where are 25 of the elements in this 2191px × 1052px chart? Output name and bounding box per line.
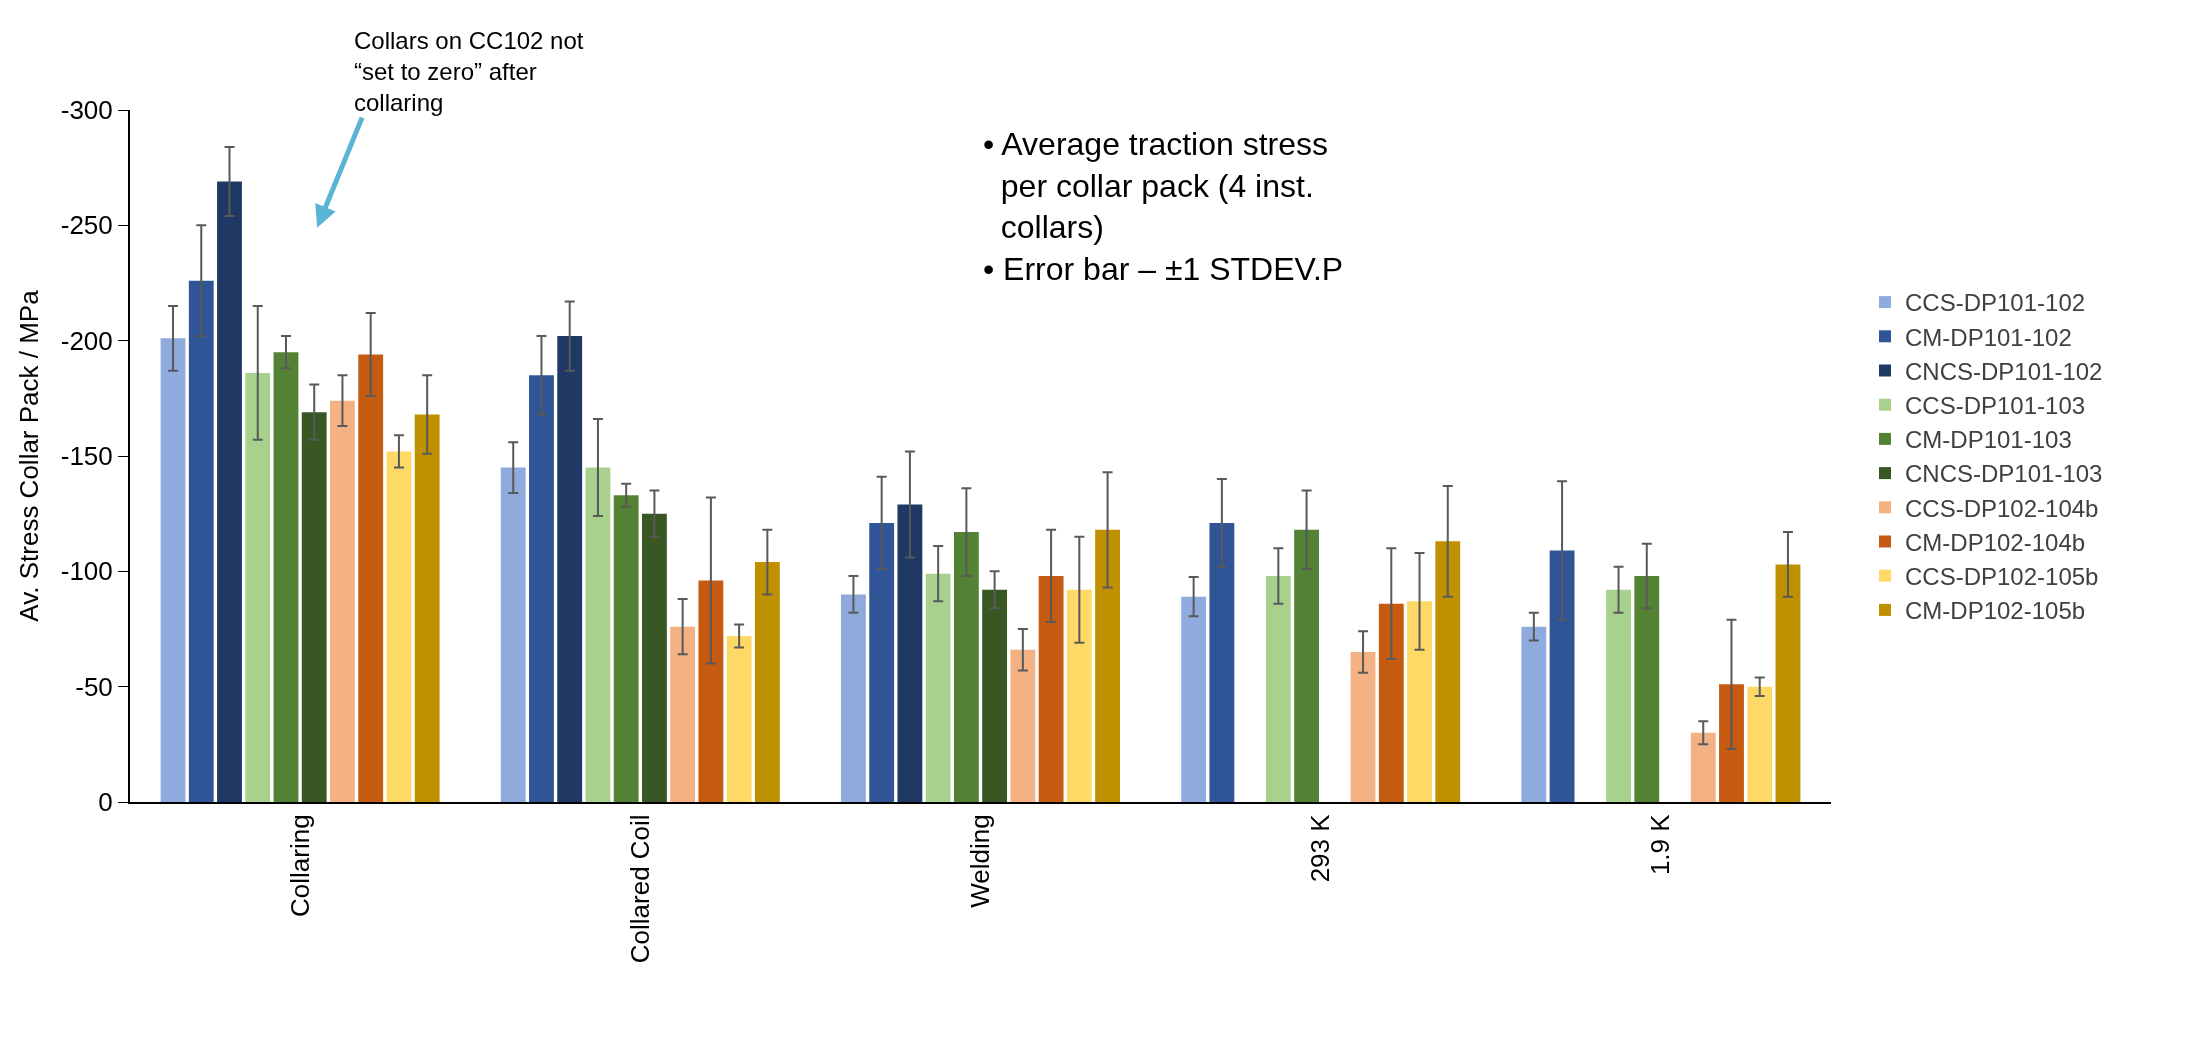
legend-label: CM-DP101-103 — [1905, 426, 2072, 454]
y-tick-label: -300 — [60, 95, 113, 126]
legend-label: CCS-DP101-103 — [1905, 392, 2086, 420]
y-tick-label: -250 — [60, 210, 113, 241]
y-tick-label: -150 — [60, 441, 113, 472]
y-axis-title: Av. Stress Collar Pack / MPa — [13, 289, 44, 622]
y-tick-label: -200 — [60, 325, 113, 356]
annotation: • Average traction stress per collar pack (4 inst. collars) • Error bar – ±1 STDEV.P — [983, 126, 1344, 287]
x-tick-label: Collaring — [284, 814, 315, 918]
legend-label: CNCS-DP101-102 — [1905, 357, 2103, 385]
legend-label: CCS-DP102-104b — [1905, 494, 2099, 522]
legend-label: CM-DP102-104b — [1905, 528, 2086, 556]
x-tick-label: Collared Coil — [624, 814, 655, 964]
legend-label: CM-DP101-102 — [1905, 323, 2072, 351]
legend-label: CM-DP102-105b — [1905, 597, 2086, 625]
legend-label: CCS-DP101-102 — [1905, 289, 2086, 317]
annotation: Collars on CC102 not “set to zero” after collaring — [354, 27, 584, 117]
x-tick-label: 1.9 K — [1645, 813, 1676, 876]
x-tick-label: 293 K — [1305, 813, 1336, 883]
x-tick-label: Welding — [964, 814, 995, 908]
y-tick-label: -50 — [75, 671, 113, 702]
y-tick-label: 0 — [98, 787, 113, 818]
legend-label: CCS-DP102-105b — [1905, 563, 2099, 591]
y-tick-label: -100 — [60, 556, 113, 587]
legend-label: CNCS-DP101-103 — [1905, 460, 2103, 488]
